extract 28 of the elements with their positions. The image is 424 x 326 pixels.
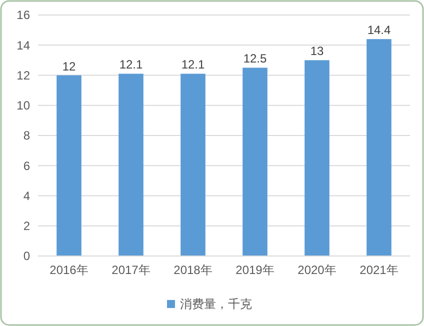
bar xyxy=(242,68,268,256)
data-label: 12.1 xyxy=(119,58,143,72)
y-tick-label: 4 xyxy=(23,188,30,203)
y-tick-label: 10 xyxy=(16,98,30,113)
x-tick-label: 2021年 xyxy=(360,263,398,277)
x-tick-label: 2018年 xyxy=(174,263,212,277)
data-label: 12 xyxy=(62,59,76,74)
x-tick-label: 2017年 xyxy=(112,263,150,277)
data-label: 14.4 xyxy=(367,23,391,38)
bar xyxy=(56,75,82,256)
x-tick-label: 2020年 xyxy=(298,263,336,277)
x-tick-label: 2016年 xyxy=(50,263,88,277)
y-tick-label: 6 xyxy=(23,158,30,173)
data-label: 12.1 xyxy=(181,58,205,72)
data-label: 13 xyxy=(310,44,324,58)
y-tick-label: 0 xyxy=(23,249,30,264)
y-tick-label: 16 xyxy=(16,8,30,22)
y-tick-label: 8 xyxy=(23,128,30,143)
x-tick-label: 2019年 xyxy=(236,263,274,277)
y-tick-label: 12 xyxy=(16,68,30,82)
data-label: 12.5 xyxy=(243,52,267,66)
y-tick-label: 14 xyxy=(16,38,30,52)
bar xyxy=(118,74,144,256)
y-tick-label: 2 xyxy=(23,219,30,234)
bar xyxy=(180,74,206,256)
legend-label: 消费量，千克 xyxy=(180,297,252,312)
bar xyxy=(366,39,392,256)
bar xyxy=(304,60,330,256)
